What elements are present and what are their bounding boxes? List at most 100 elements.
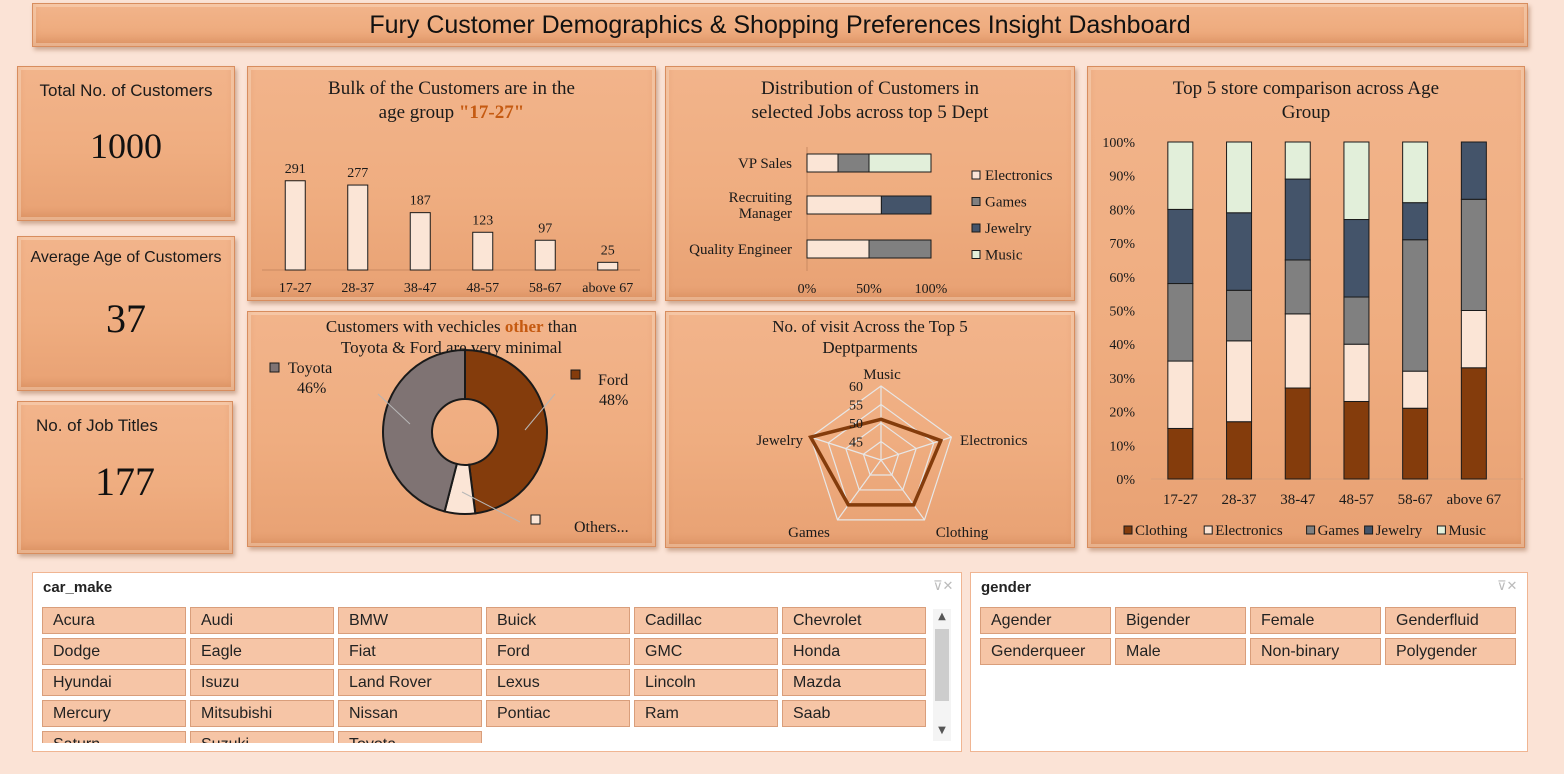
chart-title-pre: Customers with vechicles — [325, 317, 505, 336]
slicer-item-genderqueer[interactable]: Genderqueer — [980, 638, 1111, 665]
slicer-item-saab[interactable]: Saab — [782, 700, 926, 727]
slicer-item-polygender[interactable]: Polygender — [1385, 638, 1516, 665]
scrollbar-thumb[interactable] — [935, 629, 949, 701]
slicer-item-mercury[interactable]: Mercury — [42, 700, 186, 727]
x-tick-label: 58-67 — [529, 281, 562, 296]
kpi-average-age: Average Age of Customers 37 — [17, 236, 235, 391]
data-label: 291 — [285, 162, 306, 177]
chart-title: Distribution of Customers in selected Jo… — [666, 77, 1074, 125]
bar-segment — [1167, 141, 1194, 210]
radar-grid-ring — [809, 385, 953, 521]
slicer-item-cadillac[interactable]: Cadillac — [634, 607, 778, 634]
chart-title: Customers with vechicles other than Toyo… — [248, 316, 655, 358]
donut-slice — [464, 348, 548, 515]
slice-value-label: 46% — [297, 380, 326, 397]
slicer-item-pontiac[interactable]: Pontiac — [486, 700, 630, 727]
bar-segment — [1167, 427, 1194, 480]
x-tick-label: 17-27 — [1163, 492, 1198, 508]
slicer-item-saturn[interactable]: Saturn — [42, 731, 186, 743]
clear-filter-icon[interactable]: ⊽✕ — [933, 579, 954, 594]
legend-swatch — [1306, 525, 1316, 535]
slicer-item-nissan[interactable]: Nissan — [338, 700, 482, 727]
legend-label: Clothing — [1135, 523, 1188, 539]
legend-swatch — [971, 223, 981, 233]
bar-segment — [1167, 283, 1194, 362]
age-group-column-chart: 291 17-27 277 28-37 187 38-47 123 48-57 97 58-67 2… — [262, 162, 640, 296]
slicer-item-eagle[interactable]: Eagle — [190, 638, 334, 665]
bar-segment — [806, 153, 839, 173]
slicer-item-buick[interactable]: Buick — [486, 607, 630, 634]
slicer-item-honda[interactable]: Honda — [782, 638, 926, 665]
radar-spoke — [810, 436, 882, 461]
slicer-item-agender[interactable]: Agender — [980, 607, 1111, 634]
radar-tick-label: 55 — [849, 399, 863, 414]
slice-name-label: Others... — [574, 519, 629, 536]
slicer-item-lexus[interactable]: Lexus — [486, 669, 630, 696]
radar-tick-label: 60 — [849, 380, 863, 395]
chart-title-line2: age group — [378, 102, 459, 123]
slicer-item-chevrolet[interactable]: Chevrolet — [782, 607, 926, 634]
radar-tick-label: 50 — [849, 417, 863, 432]
slicer-item-mazda[interactable]: Mazda — [782, 669, 926, 696]
slicer-item-bigender[interactable]: Bigender — [1115, 607, 1246, 634]
bar-segment — [1460, 310, 1487, 369]
slicer-item-female[interactable]: Female — [1250, 607, 1381, 634]
x-tick-label: 28-37 — [341, 281, 374, 296]
slicer-item-suzuki[interactable]: Suzuki — [190, 731, 334, 743]
slicer-item-acura[interactable]: Acura — [42, 607, 186, 634]
bar-segment — [1460, 198, 1487, 311]
chart-title-line2: Deptparments — [822, 338, 918, 357]
kpi-job-titles: No. of Job Titles 177 — [17, 401, 233, 554]
slicer-item-gmc[interactable]: GMC — [634, 638, 778, 665]
x-tick-label: 0% — [798, 282, 817, 297]
legend-label: Games — [985, 195, 1027, 211]
slicer-item-bmw[interactable]: BMW — [338, 607, 482, 634]
chart-title: Top 5 store comparison across Age Group — [1088, 77, 1524, 125]
slicer-item-toyota[interactable]: Toyota — [338, 731, 482, 743]
radar-tick-label: 45 — [849, 436, 863, 451]
legend-swatch — [570, 369, 581, 380]
chart-title-line1: No. of visit Across the Top 5 — [772, 317, 968, 336]
data-label: 123 — [472, 213, 493, 228]
legend-swatch — [971, 170, 981, 180]
y-tick-label: Manager — [739, 206, 792, 222]
slicer-item-ram[interactable]: Ram — [634, 700, 778, 727]
slicer-item-hyundai[interactable]: Hyundai — [42, 669, 186, 696]
y-tick-label: Recruiting — [729, 190, 793, 206]
chart-title-line1: Top 5 store comparison across Age — [1172, 78, 1440, 99]
y-tick-label: 80% — [1109, 203, 1135, 218]
slicer-item-fiat[interactable]: Fiat — [338, 638, 482, 665]
vehicle-donut-chart: Ford 48% Toyota 46% Others... — [269, 348, 629, 536]
car-make-slicer: car_make ⊽✕ Acura Audi BMW Buick Cadillac Che… — [32, 572, 962, 752]
slicer-item-mitsubishi[interactable]: Mitsubishi — [190, 700, 334, 727]
slicer-item-non-binary[interactable]: Non-binary — [1250, 638, 1381, 665]
slice-value-label: 48% — [599, 392, 628, 409]
bar-segment — [1343, 219, 1370, 298]
bar-segment — [1343, 296, 1370, 345]
scroll-down-icon[interactable]: ▼ — [938, 725, 946, 736]
scroll-up-icon[interactable]: ▲ — [938, 611, 946, 622]
bar-segment — [1226, 141, 1253, 214]
bar-segment — [1226, 212, 1253, 291]
slicer-item-dodge[interactable]: Dodge — [42, 638, 186, 665]
kpi-value: 177 — [95, 459, 155, 504]
data-label: 97 — [538, 221, 552, 236]
slicer-item-isuzu[interactable]: Isuzu — [190, 669, 334, 696]
kpi-total-customers: Total No. of Customers 1000 — [17, 66, 235, 221]
slicer-item-male[interactable]: Male — [1115, 638, 1246, 665]
slicer-item-audi[interactable]: Audi — [190, 607, 334, 634]
clear-filter-icon[interactable]: ⊽✕ — [1497, 579, 1518, 594]
car-make-items: Acura Audi BMW Buick Cadillac Chevrolet Dodge E… — [33, 573, 961, 743]
slicer-item-ford[interactable]: Ford — [486, 638, 630, 665]
bar-segment — [1402, 370, 1429, 409]
bar-segment — [880, 195, 932, 215]
y-tick-label: 90% — [1109, 170, 1135, 185]
visits-radar-chart-panel: No. of visit Across the Top 5 Deptparmen… — [665, 311, 1075, 548]
slicer-item-land-rover[interactable]: Land Rover — [338, 669, 482, 696]
y-tick-label: 0% — [1116, 473, 1135, 488]
slicer-item-lincoln[interactable]: Lincoln — [634, 669, 778, 696]
slicer-item-genderfluid[interactable]: Genderfluid — [1385, 607, 1516, 634]
radar-category-label: Clothing — [936, 525, 989, 541]
bar-segment — [1167, 208, 1194, 285]
vehicle-donut-chart-panel: Customers with vechicles other than Toyo… — [247, 311, 656, 547]
